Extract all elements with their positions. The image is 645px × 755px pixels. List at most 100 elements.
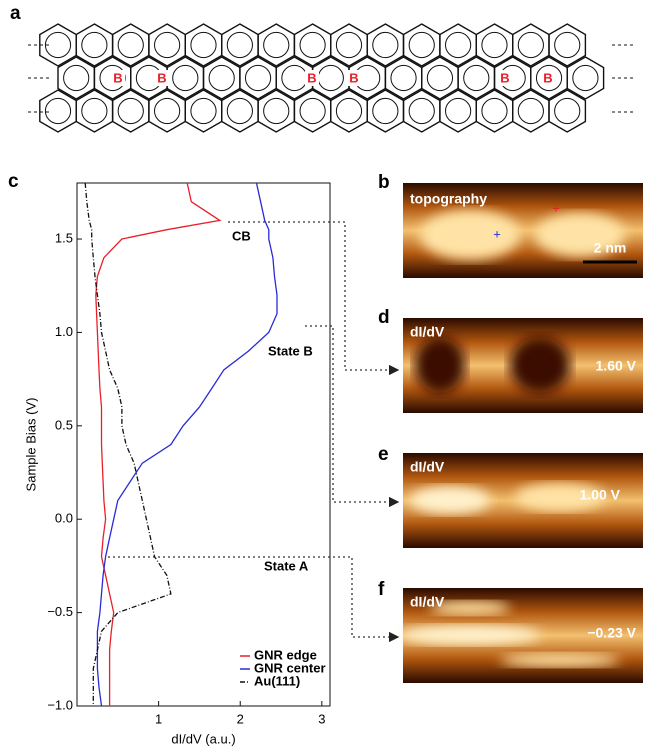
scale-label: 2 nm [594, 240, 627, 256]
ring [190, 97, 217, 125]
boron-label: B [157, 70, 166, 85]
ring [408, 97, 435, 125]
hexagon [548, 23, 587, 67]
ring [372, 97, 399, 125]
label-bg [155, 70, 169, 86]
boron-label: B [307, 70, 316, 85]
panel-letter: b [378, 172, 390, 193]
stm-d: dI/dV 1.60 V [403, 318, 643, 413]
label: dI/dV [410, 324, 445, 340]
ring [172, 64, 199, 92]
ring [426, 64, 454, 92]
ring [317, 64, 344, 92]
ring [44, 31, 72, 59]
ring [445, 31, 472, 59]
y-tick-label: 0.0 [55, 511, 73, 526]
plot-frame [76, 182, 331, 707]
x-tick-label: 1 [155, 711, 162, 726]
bias-label: 1.60 V [596, 358, 637, 374]
ring [244, 64, 272, 92]
series-line [84, 182, 172, 706]
x-tick-label: 3 [318, 711, 325, 726]
bias-label: −0.23 V [587, 625, 636, 641]
ring [226, 31, 253, 59]
ring [335, 31, 363, 59]
ring [299, 31, 326, 59]
annotation: State B [268, 343, 313, 358]
ring [554, 97, 581, 125]
ring [554, 31, 581, 59]
y-axis-label: Sample Bias (V) [23, 398, 38, 492]
ring [81, 97, 108, 125]
y-tick-label: 0.5 [55, 417, 73, 432]
ring [208, 64, 235, 92]
ring [335, 97, 363, 125]
marker: + [552, 200, 560, 215]
ring [463, 64, 490, 92]
ring [263, 31, 290, 59]
connectors [108, 221, 400, 643]
ring [299, 97, 326, 125]
ring [117, 31, 144, 59]
label: dI/dV [410, 594, 445, 610]
panel-letter: f [378, 579, 385, 600]
ring [81, 31, 108, 59]
y-tick-label: 1.0 [55, 324, 73, 339]
label-bg [305, 70, 319, 86]
label: topography [410, 191, 487, 207]
boron-label: B [500, 70, 509, 85]
stm-f: dI/dV −0.23 V [400, 588, 643, 683]
ring [99, 64, 126, 92]
ring [281, 64, 308, 92]
ring [226, 97, 253, 125]
y-tick-label: −1.0 [47, 697, 73, 712]
stm-b: topography + + 2 nm [403, 183, 643, 278]
ring [154, 97, 181, 125]
x-tick-label: 2 [237, 711, 244, 726]
ring [481, 97, 508, 125]
y-tick-label: 1.5 [55, 230, 73, 245]
stm-e: dI/dV 1.00 V [403, 453, 643, 548]
hexagon [566, 56, 605, 100]
bias-label: 1.00 V [580, 487, 621, 503]
series-line [95, 182, 222, 706]
ring [481, 31, 508, 59]
ring [390, 64, 417, 92]
panel-letter: a [10, 3, 21, 24]
ring [517, 97, 544, 125]
hexagon [548, 89, 587, 133]
ring [117, 97, 144, 125]
panel-letter: d [378, 307, 390, 328]
y-tick-label: −0.5 [47, 604, 73, 619]
marker: + [493, 226, 501, 241]
ring [263, 97, 290, 125]
ring [535, 64, 563, 92]
label-bg [498, 70, 512, 86]
label-bg [111, 70, 125, 86]
legend-label: GNR center [254, 660, 326, 675]
label-bg [347, 70, 361, 86]
ring [372, 31, 399, 59]
ring [44, 97, 72, 125]
boron-label: B [113, 70, 122, 85]
ring [445, 97, 472, 125]
panel-letter: e [378, 444, 389, 465]
annotation: CB [232, 228, 251, 243]
ring [190, 31, 217, 59]
label-bg [541, 70, 555, 86]
legend-label: Au(111) [254, 673, 300, 688]
ring [408, 31, 435, 59]
boron-label: B [349, 70, 358, 85]
ring [572, 64, 599, 92]
ring [63, 64, 90, 92]
legend-label: GNR edge [254, 647, 317, 662]
boron-label: B [543, 70, 552, 85]
annotation: State A [264, 558, 309, 573]
line-chart: −1.0 −0.5 0.0 0.5 1.0 1.5 1 2 3 dI/dV (a.u.) Sampl… [23, 182, 331, 746]
ring [154, 31, 181, 59]
ring [517, 31, 544, 59]
label: dI/dV [410, 459, 445, 475]
panel-letter: c [8, 171, 19, 192]
